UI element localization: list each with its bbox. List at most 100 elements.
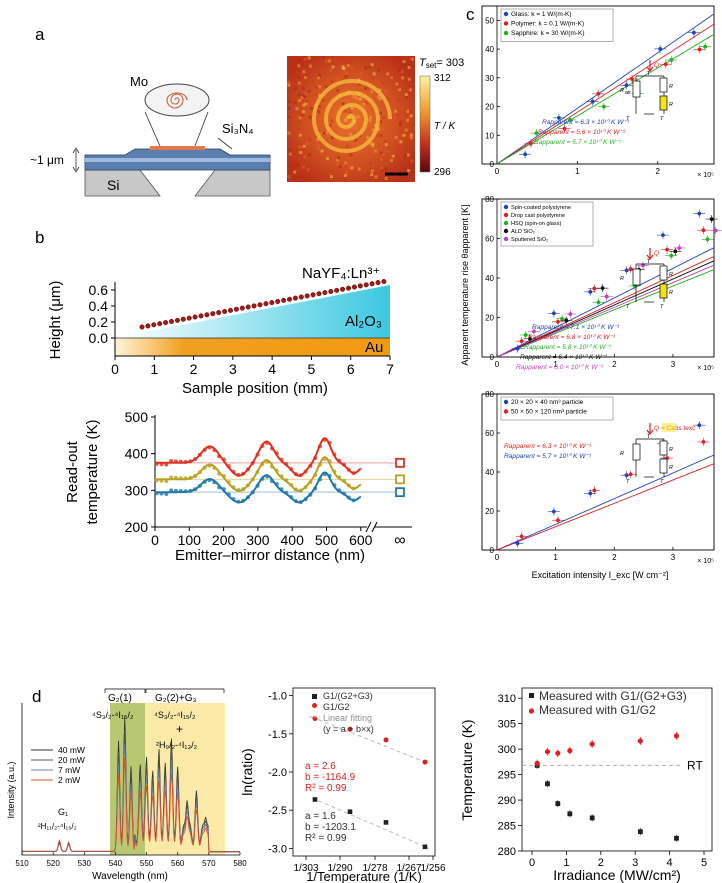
c-data-point bbox=[641, 263, 645, 268]
c-data-point bbox=[556, 319, 560, 324]
c-legend-box bbox=[500, 201, 594, 247]
readout-point bbox=[308, 480, 313, 485]
thermal-pixel bbox=[348, 110, 352, 114]
thermal-pixel bbox=[317, 85, 321, 89]
thermal-pixel bbox=[405, 118, 409, 122]
thermal-pixel bbox=[316, 137, 320, 141]
readout-point bbox=[269, 446, 274, 451]
readout-point bbox=[293, 487, 298, 492]
d2-xtick-label: 1/267 bbox=[396, 863, 421, 874]
g1-label: G₁ bbox=[58, 807, 68, 817]
thermal-pixel bbox=[371, 144, 375, 148]
readout-point bbox=[241, 498, 246, 503]
c-xtick-label: 2 bbox=[612, 553, 617, 562]
c-data-point bbox=[523, 333, 528, 337]
readout-point bbox=[164, 462, 169, 467]
c-xtick-label: 0 bbox=[495, 360, 500, 369]
readout-point bbox=[245, 467, 250, 472]
c-data-point bbox=[697, 423, 702, 428]
c-exponent: × 10⁵ bbox=[697, 558, 714, 565]
thermal-pixel bbox=[317, 76, 321, 80]
thermal-pixel bbox=[370, 63, 374, 67]
c-fit-line bbox=[496, 264, 715, 358]
nanoparticle-dot bbox=[139, 324, 145, 330]
c-data-point bbox=[604, 294, 609, 299]
d2-black-point bbox=[383, 820, 389, 825]
thermal-pixel bbox=[341, 66, 345, 70]
thermal-pixel bbox=[288, 148, 292, 152]
c-data-point bbox=[697, 47, 702, 52]
d2-ytick-label: -2.5 bbox=[268, 805, 287, 817]
heater-magnifier bbox=[144, 83, 210, 117]
c-data-point bbox=[701, 228, 706, 233]
readout-point bbox=[231, 469, 236, 474]
thermal-pixel bbox=[348, 84, 352, 88]
readout-point bbox=[188, 488, 193, 493]
nanoparticle-dot bbox=[192, 314, 198, 320]
readout-point bbox=[207, 463, 212, 468]
readout-point bbox=[317, 477, 322, 482]
c-data-point bbox=[534, 131, 539, 136]
thermal-pixel bbox=[384, 143, 388, 147]
d2-black-point bbox=[422, 844, 428, 850]
thermal-pixel bbox=[297, 75, 301, 79]
g23-label: G₂(2)+G₃ bbox=[155, 693, 197, 704]
g2-label: G₂(1) bbox=[108, 693, 132, 704]
thermal-pixel bbox=[335, 78, 339, 82]
c-data-point bbox=[703, 44, 708, 49]
c-data-point bbox=[590, 99, 595, 104]
c-data-point bbox=[624, 83, 629, 88]
infinity-marker bbox=[395, 487, 405, 498]
c-data-point bbox=[709, 217, 714, 221]
panel-label-a: a bbox=[35, 25, 45, 44]
al2o3-layer bbox=[115, 285, 390, 338]
nanoparticle-dot bbox=[346, 285, 352, 291]
thermal-pixel bbox=[303, 155, 307, 159]
thermal-pixel bbox=[380, 166, 384, 170]
thermal-pixel bbox=[409, 133, 413, 137]
thermal-pixel bbox=[327, 59, 331, 63]
d3-xtick-label: 3 bbox=[632, 857, 638, 869]
c-data-point bbox=[601, 104, 606, 109]
b-bot-xtick-label: 0 bbox=[151, 532, 159, 548]
readout-point bbox=[289, 482, 294, 487]
thermal-pixel bbox=[297, 81, 301, 85]
thermal-pixel bbox=[405, 95, 409, 99]
thermal-pixel bbox=[330, 79, 334, 83]
d2-legend-marker bbox=[312, 703, 317, 708]
d2-xtick-label: 1/278 bbox=[362, 863, 387, 874]
thermal-pixel bbox=[318, 105, 322, 109]
r-air-label: R bbox=[620, 88, 624, 94]
d2-red-point bbox=[422, 759, 428, 765]
c-data-point bbox=[630, 77, 634, 81]
c-data-point bbox=[669, 58, 674, 62]
thermal-pixel bbox=[322, 56, 326, 60]
d2-red-point bbox=[383, 737, 389, 743]
d3-black-point bbox=[637, 829, 643, 835]
d2-black-fit-text: R² = 0.99 bbox=[305, 833, 347, 844]
d3-ytick-label: 285 bbox=[498, 821, 516, 833]
readout-point bbox=[332, 469, 337, 474]
thermal-pixel bbox=[325, 85, 329, 89]
thermal-pixel bbox=[352, 94, 356, 98]
c-legend-marker bbox=[503, 236, 509, 242]
d2-ytick-label: -1.5 bbox=[268, 729, 287, 741]
d2-legend-label: G1/G2 bbox=[323, 702, 350, 712]
nanoparticle-dot bbox=[227, 307, 233, 313]
c-data-point bbox=[669, 253, 674, 258]
c-data-point bbox=[562, 126, 567, 131]
readout-point bbox=[188, 475, 193, 480]
thermal-pixel bbox=[406, 130, 410, 134]
thermal-pixel bbox=[404, 56, 408, 60]
r-contact-resistor bbox=[659, 77, 668, 93]
d3-ytick-label: 295 bbox=[498, 770, 516, 782]
c-data-point bbox=[556, 115, 561, 120]
readout-point bbox=[255, 470, 260, 475]
c-data-point bbox=[628, 472, 633, 477]
thermal-pixel bbox=[377, 68, 381, 72]
c-ytick-label: 50 bbox=[485, 16, 494, 25]
c-legend-marker bbox=[503, 11, 509, 17]
thermal-pixel bbox=[301, 86, 305, 90]
c-r-value: Rapparent = 5.7 × 10¹⁰ K W⁻¹ bbox=[504, 453, 592, 460]
